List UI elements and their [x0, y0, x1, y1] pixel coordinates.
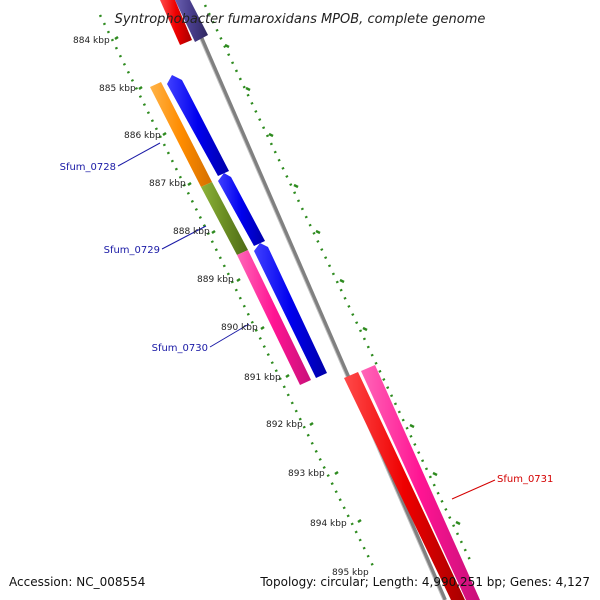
gene-sfum-0729-olive[interactable]	[201, 182, 248, 255]
tick-label-889: 889 kbp	[197, 275, 234, 285]
tick-label-887: 887 kbp	[149, 179, 186, 189]
ruler-right-ticks	[224, 43, 461, 526]
tick-label-894: 894 kbp	[310, 519, 347, 529]
gene-slate-top[interactable]	[175, 0, 208, 42]
gene-sfum-0731-pink[interactable]	[361, 365, 480, 600]
leader-line-sfum-0730	[209, 323, 250, 348]
gene-sfum-0728-orange[interactable]	[150, 82, 212, 187]
tick-label-885: 885 kbp	[99, 84, 136, 94]
gene-label-sfum-0729[interactable]: Sfum_0729	[104, 245, 160, 256]
genome-backbone	[183, 0, 447, 600]
gene-blue-3[interactable]	[254, 243, 327, 378]
ruler-dotted-line-right	[203, 4, 472, 561]
gene-blue-2[interactable]	[218, 173, 265, 246]
tick-label-884: 884 kbp	[73, 36, 110, 46]
tick-label-890: 890 kbp	[221, 323, 258, 333]
gene-red-right[interactable]	[344, 372, 465, 600]
tick-label-893: 893 kbp	[288, 469, 325, 479]
tick-label-895: 895 kbp	[332, 568, 369, 578]
tick-label-892: 892 kbp	[266, 420, 303, 430]
leader-line-sfum-0729	[161, 225, 207, 250]
tick-label-886: 886 kbp	[124, 131, 161, 141]
genome-summary-text: Topology: circular; Length: 4,990,251 bp…	[260, 575, 590, 589]
genome-backbone-highlight	[182, 0, 444, 600]
ruler-major-ticks	[114, 35, 362, 524]
tick-label-888: 888 kbp	[173, 227, 210, 237]
tick-label-891: 891 kbp	[244, 373, 281, 383]
leader-line-sfum-0731	[451, 479, 496, 500]
map-title: Syntrophobacter fumaroxidans MPOB, compl…	[115, 12, 486, 27]
gene-red-top[interactable]	[160, 0, 192, 45]
accession-text: Accession: NC_008554	[9, 575, 146, 589]
gene-label-sfum-0730[interactable]: Sfum_0730	[152, 343, 208, 354]
gene-blue-1[interactable]	[167, 75, 229, 176]
gene-sfum-0730-pink[interactable]	[237, 250, 311, 385]
gene-label-sfum-0728[interactable]: Sfum_0728	[60, 162, 116, 173]
gene-label-sfum-0731[interactable]: Sfum_0731	[497, 474, 553, 485]
leader-line-sfum-0728	[117, 142, 161, 167]
ruler-dotted-line-left	[98, 14, 377, 571]
